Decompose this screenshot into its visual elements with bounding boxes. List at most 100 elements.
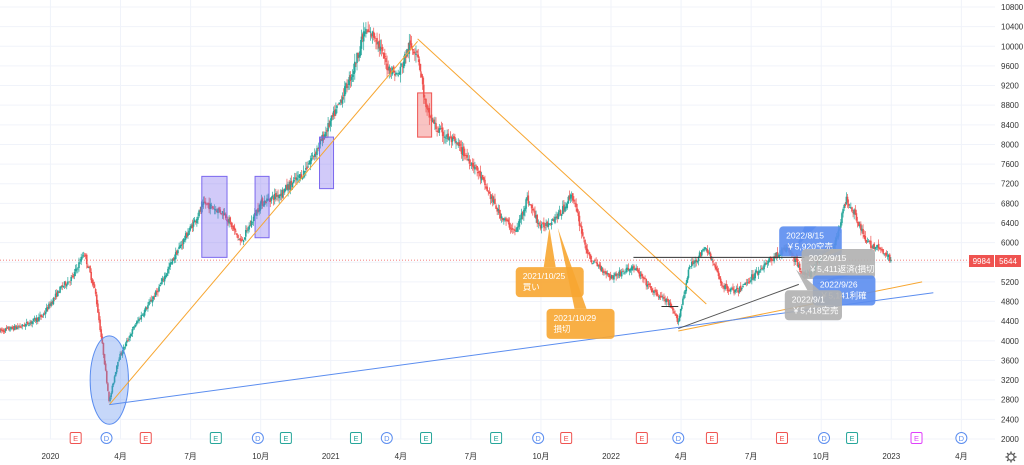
candle-body — [846, 196, 849, 203]
candle-body — [214, 209, 217, 211]
candle-body — [541, 223, 544, 225]
candle-body — [204, 202, 207, 205]
candle-body — [598, 264, 601, 267]
candle-body — [23, 324, 26, 327]
candle-body — [599, 265, 602, 270]
candle-body — [286, 184, 288, 190]
candle-body — [293, 177, 296, 179]
candle-body — [100, 329, 103, 337]
candle-body — [95, 294, 98, 305]
candle-body — [509, 227, 512, 229]
candle-body — [14, 326, 17, 329]
candle-body — [206, 203, 208, 205]
settings-gear-icon[interactable] — [1005, 451, 1017, 463]
candle-body — [340, 99, 343, 103]
candle-body — [89, 265, 91, 273]
candle-body — [266, 198, 268, 202]
marker-letter: E — [850, 434, 855, 443]
candle-body — [6, 327, 9, 329]
candle-body — [873, 243, 876, 250]
candle-body — [42, 313, 45, 316]
candle-body — [388, 66, 391, 71]
y-tick-label: 2800 — [1001, 396, 1019, 405]
earnings-marker: E — [420, 432, 433, 444]
candle-body — [618, 270, 621, 277]
candle-body — [232, 225, 235, 230]
marker-letter: E — [494, 434, 499, 443]
candle-body — [309, 160, 312, 165]
candle-body — [420, 73, 423, 78]
candle-body — [746, 282, 749, 284]
candle-body — [464, 154, 466, 156]
marker-shape — [251, 432, 264, 444]
candle-body — [136, 321, 138, 325]
marker-letter: E — [213, 434, 218, 443]
candle-body — [78, 262, 80, 268]
candle-body — [845, 196, 848, 205]
candle-body — [49, 303, 51, 306]
candle-body — [634, 268, 636, 270]
candle-body — [888, 254, 891, 262]
candle-body — [488, 191, 491, 194]
candle-body — [717, 271, 720, 277]
y-tick-label: 10800 — [1001, 3, 1024, 12]
candle-body — [583, 237, 585, 239]
candle-body — [148, 301, 150, 306]
purple-box-1 — [201, 175, 228, 258]
candle-body — [640, 273, 643, 277]
candle-body — [722, 285, 724, 287]
marker-letter: E — [353, 434, 358, 443]
note-line: 2022/9/26 — [820, 280, 858, 290]
dividend-marker: D — [251, 432, 264, 444]
candle-body — [629, 269, 632, 271]
note-line: 2021/10/25 — [523, 271, 566, 281]
candle-body — [528, 204, 531, 206]
candle-body — [1, 330, 4, 331]
candle-body — [34, 318, 37, 321]
candle-body — [563, 204, 565, 211]
candle-body — [652, 290, 654, 293]
candle-body — [887, 254, 890, 257]
candle-body — [128, 338, 130, 340]
candle-body — [229, 217, 232, 223]
candle-body — [320, 139, 323, 141]
candle-body — [452, 136, 455, 139]
candle-body — [295, 177, 297, 180]
candle-body — [795, 258, 798, 261]
symbol-code: 9984 — [973, 257, 991, 266]
candle-body — [473, 165, 475, 169]
candle-body — [360, 36, 363, 49]
note-line: ￥5,411返済(損切 — [809, 264, 875, 274]
candle-body — [118, 359, 120, 362]
marker-shape — [349, 432, 362, 444]
candle-body — [622, 271, 624, 272]
candle-body — [134, 324, 137, 327]
candle-body — [749, 280, 752, 282]
candle-body — [166, 273, 168, 276]
candle-body — [70, 276, 72, 281]
candle-body — [515, 231, 517, 232]
candle-body — [741, 287, 743, 290]
marker-shape — [818, 432, 831, 444]
candle-body — [693, 262, 695, 264]
candle-body — [105, 371, 108, 383]
candle-body — [489, 194, 492, 200]
candle-body — [777, 255, 780, 257]
candle-body — [454, 136, 456, 142]
candle-body — [30, 321, 32, 323]
candle-body — [364, 32, 366, 34]
candle-body — [102, 342, 105, 355]
candle-body — [230, 222, 233, 228]
marker-shape — [69, 432, 82, 444]
candle-body — [283, 188, 286, 193]
candle-body — [382, 52, 385, 59]
candle-body — [752, 274, 754, 279]
candle-body — [156, 290, 158, 292]
candle-body — [54, 293, 57, 298]
candle-body — [203, 201, 206, 203]
y-tick-label: 2400 — [1001, 415, 1019, 424]
candle-body — [80, 256, 82, 262]
candle-body — [404, 54, 406, 64]
candle-body — [311, 155, 314, 157]
